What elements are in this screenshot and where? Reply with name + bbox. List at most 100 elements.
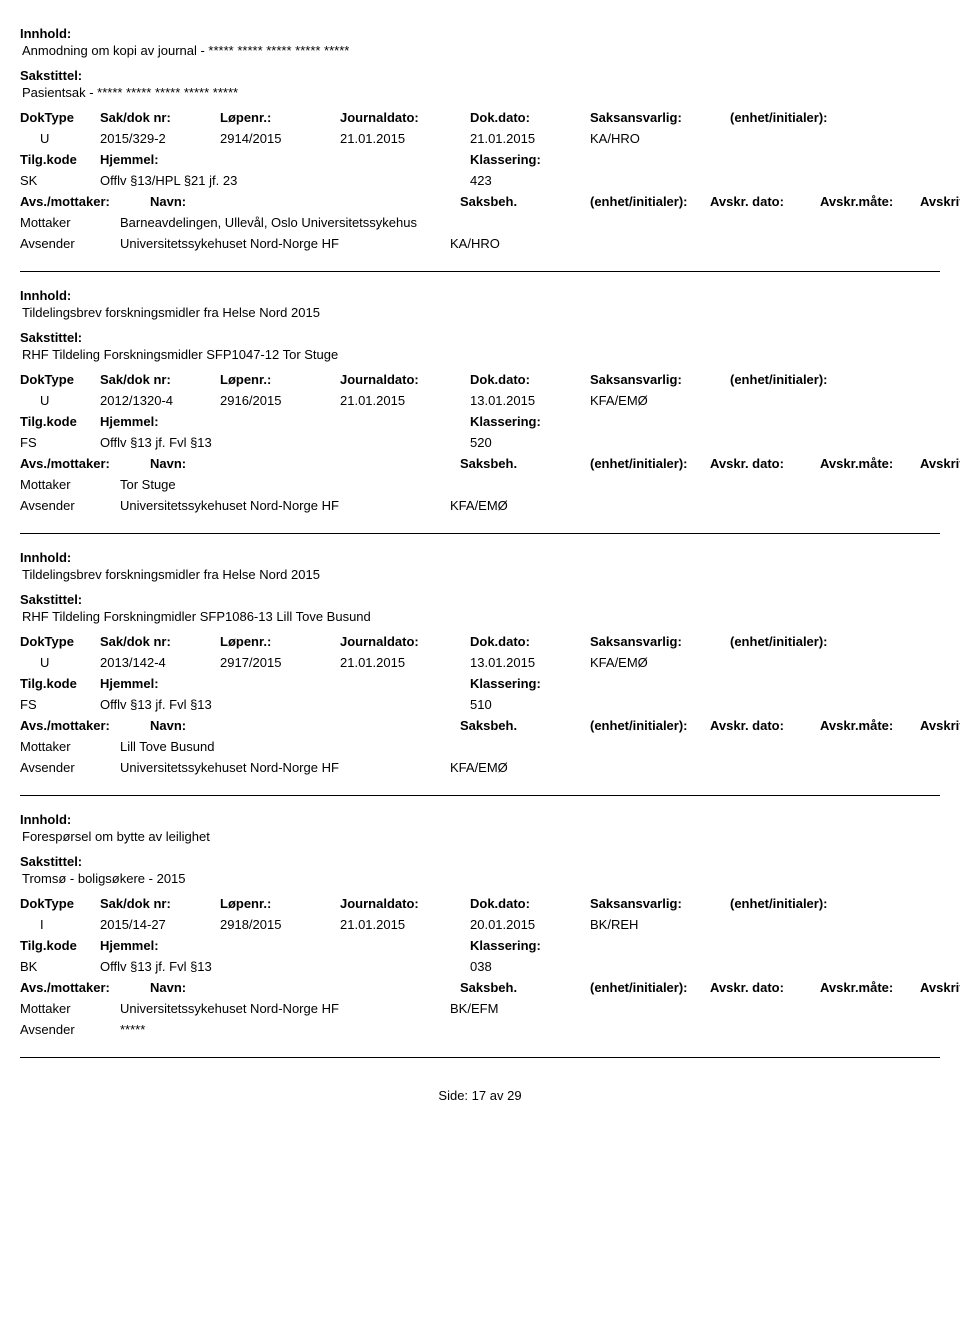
innhold-value: Forespørsel om bytte av leilighet: [22, 829, 940, 844]
hdr-enhet: (enhet/initialer):: [730, 896, 870, 911]
hdr-avskrmate: Avskr.måte:: [820, 718, 920, 733]
hdr-journaldato: Journaldato:: [340, 372, 470, 387]
hdr-avskrlnr: Avskriv lnr.:: [920, 718, 960, 733]
hjemmel-header-row: Tilg.kode Hjemmel: Klassering:: [20, 414, 940, 429]
hdr-journaldato: Journaldato:: [340, 634, 470, 649]
hdr-navn: Navn:: [150, 718, 460, 733]
hdr-tilgkode: Tilg.kode: [20, 414, 100, 429]
hdr-klassering: Klassering:: [470, 152, 590, 167]
meta-value-row: U 2013/142-4 2917/2015 21.01.2015 13.01.…: [20, 655, 940, 670]
hdr-avsmottaker: Avs./mottaker:: [20, 194, 150, 209]
party-name: Barneavdelingen, Ullevål, Oslo Universit…: [120, 215, 450, 230]
hdr-lopenr: Løpenr.:: [220, 110, 340, 125]
hdr-enhet: (enhet/initialer):: [730, 634, 870, 649]
val-tilgkode: FS: [20, 697, 100, 712]
hdr-enhet: (enhet/initialer):: [730, 110, 870, 125]
hdr-dokdato: Dok.dato:: [470, 110, 590, 125]
hdr-dokdato: Dok.dato:: [470, 634, 590, 649]
sakstittel-value: RHF Tildeling Forskningmidler SFP1086-13…: [22, 609, 940, 624]
hjemmel-value-row: SK Offlv §13/HPL §21 jf. 23 423: [20, 173, 940, 188]
party-header-row: Avs./mottaker: Navn: Saksbeh. (enhet/ini…: [20, 194, 940, 209]
party-role: Mottaker: [20, 477, 120, 492]
party-header-row: Avs./mottaker: Navn: Saksbeh. (enhet/ini…: [20, 980, 940, 995]
sakstittel-value: Pasientsak - ***** ***** ***** ***** ***…: [22, 85, 940, 100]
innhold-value: Tildelingsbrev forskningsmidler fra Hels…: [22, 305, 940, 320]
val-doktype: I: [20, 917, 100, 932]
hdr-doktype: DokType: [20, 110, 100, 125]
journal-record: Innhold: Forespørsel om bytte av leiligh…: [20, 796, 940, 1058]
val-doktype: U: [20, 655, 100, 670]
party-role: Mottaker: [20, 739, 120, 754]
party-role: Avsender: [20, 1022, 120, 1037]
innhold-value: Anmodning om kopi av journal - ***** ***…: [22, 43, 940, 58]
hdr-doktype: DokType: [20, 634, 100, 649]
party-header-row: Avs./mottaker: Navn: Saksbeh. (enhet/ini…: [20, 456, 940, 471]
party-row: Mottaker Universitetssykehuset Nord-Norg…: [20, 1001, 940, 1016]
party-row: Avsender Universitetssykehuset Nord-Norg…: [20, 760, 940, 775]
val-klassering: 423: [470, 173, 590, 188]
hdr-navn: Navn:: [150, 194, 460, 209]
hdr-saksansvarlig: Saksansvarlig:: [590, 372, 730, 387]
hdr-avskrlnr: Avskriv lnr.:: [920, 456, 960, 471]
val-tilgkode: SK: [20, 173, 100, 188]
hdr-dokdato: Dok.dato:: [470, 372, 590, 387]
val-sakdok: 2012/1320-4: [100, 393, 220, 408]
hdr-avsmottaker: Avs./mottaker:: [20, 456, 150, 471]
val-hjemmel: Offlv §13 jf. Fvl §13: [100, 435, 470, 450]
sakstittel-label: Sakstittel:: [20, 330, 940, 345]
hdr-sakdok: Sak/dok nr:: [100, 372, 220, 387]
page-footer: Side: 17 av 29: [20, 1088, 940, 1103]
hjemmel-header-row: Tilg.kode Hjemmel: Klassering:: [20, 152, 940, 167]
party-unit: [450, 739, 550, 754]
meta-header-row: DokType Sak/dok nr: Løpenr.: Journaldato…: [20, 372, 940, 387]
party-name: Tor Stuge: [120, 477, 450, 492]
innhold-label: Innhold:: [20, 288, 940, 303]
party-role: Mottaker: [20, 1001, 120, 1016]
hdr-tilgkode: Tilg.kode: [20, 938, 100, 953]
hdr-doktype: DokType: [20, 896, 100, 911]
hdr-saksbeh: Saksbeh.: [460, 980, 590, 995]
party-row: Mottaker Lill Tove Busund: [20, 739, 940, 754]
hdr-saksansvarlig: Saksansvarlig:: [590, 634, 730, 649]
val-saksansvarlig: KFA/EMØ: [590, 655, 730, 670]
val-dokdato: 20.01.2015: [470, 917, 590, 932]
records-container: Innhold: Anmodning om kopi av journal - …: [20, 10, 940, 1058]
party-role: Avsender: [20, 236, 120, 251]
hjemmel-header-row: Tilg.kode Hjemmel: Klassering:: [20, 676, 940, 691]
meta-header-row: DokType Sak/dok nr: Løpenr.: Journaldato…: [20, 110, 940, 125]
party-row: Mottaker Barneavdelingen, Ullevål, Oslo …: [20, 215, 940, 230]
party-unit: [450, 215, 550, 230]
meta-header-row: DokType Sak/dok nr: Løpenr.: Journaldato…: [20, 896, 940, 911]
party-unit: [450, 1022, 550, 1037]
sakstittel-value: Tromsø - boligsøkere - 2015: [22, 871, 940, 886]
val-tilgkode: FS: [20, 435, 100, 450]
hdr-saksansvarlig: Saksansvarlig:: [590, 110, 730, 125]
hdr-avsmottaker: Avs./mottaker:: [20, 980, 150, 995]
hdr-avsmottaker: Avs./mottaker:: [20, 718, 150, 733]
val-klassering: 038: [470, 959, 590, 974]
val-lopenr: 2918/2015: [220, 917, 340, 932]
hjemmel-value-row: FS Offlv §13 jf. Fvl §13 520: [20, 435, 940, 450]
val-hjemmel: Offlv §13 jf. Fvl §13: [100, 959, 470, 974]
hdr-enhet: (enhet/initialer):: [730, 372, 870, 387]
footer-av: av: [490, 1088, 504, 1103]
hdr-lopenr: Løpenr.:: [220, 896, 340, 911]
hdr-navn: Navn:: [150, 980, 460, 995]
party-header-row: Avs./mottaker: Navn: Saksbeh. (enhet/ini…: [20, 718, 940, 733]
party-name: Universitetssykehuset Nord-Norge HF: [120, 498, 450, 513]
party-role: Avsender: [20, 760, 120, 775]
hdr-hjemmel: Hjemmel:: [100, 152, 470, 167]
hdr-hjemmel: Hjemmel:: [100, 676, 470, 691]
val-doktype: U: [20, 131, 100, 146]
party-name: Universitetssykehuset Nord-Norge HF: [120, 1001, 450, 1016]
footer-side-label: Side:: [438, 1088, 468, 1103]
hjemmel-value-row: FS Offlv §13 jf. Fvl §13 510: [20, 697, 940, 712]
hdr-avskrmate: Avskr.måte:: [820, 194, 920, 209]
val-saksansvarlig: BK/REH: [590, 917, 730, 932]
val-hjemmel: Offlv §13/HPL §21 jf. 23: [100, 173, 470, 188]
hdr-lopenr: Løpenr.:: [220, 372, 340, 387]
hjemmel-header-row: Tilg.kode Hjemmel: Klassering:: [20, 938, 940, 953]
hdr-hjemmel: Hjemmel:: [100, 938, 470, 953]
hdr-dokdato: Dok.dato:: [470, 896, 590, 911]
hdr-avskrdato: Avskr. dato:: [710, 194, 820, 209]
